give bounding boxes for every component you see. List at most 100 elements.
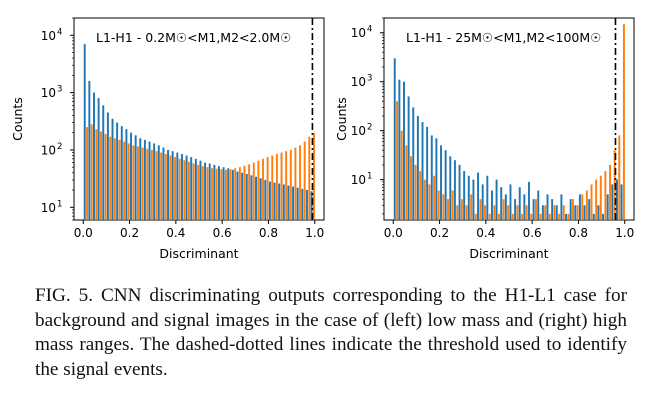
left-bar-background-11 xyxy=(134,135,137,220)
left-bar-background-27 xyxy=(208,163,211,220)
right-bar-background-41 xyxy=(583,205,586,220)
left-bar-signal-26 xyxy=(206,167,209,220)
right-bar-background-27 xyxy=(518,187,521,220)
right-bar-signal-32 xyxy=(544,205,547,220)
right-bar-background-37 xyxy=(565,213,567,220)
left-bar-signal-47 xyxy=(303,141,306,220)
right-bar-signal-15 xyxy=(465,205,468,220)
right-bar-signal-16 xyxy=(470,194,473,220)
right-bar-signal-14 xyxy=(460,199,463,220)
right-x-tick-label-5: 1.0 xyxy=(615,226,634,240)
left-bar-background-17 xyxy=(162,147,165,220)
right-bar-background-23 xyxy=(500,187,503,220)
left-bar-background-24 xyxy=(194,158,197,220)
right-bar-background-13 xyxy=(453,160,456,220)
right-bar-signal-34 xyxy=(553,205,556,220)
left-bar-background-37 xyxy=(255,176,257,220)
left-bar-background-19 xyxy=(171,151,174,220)
left-x-tick-label-1: 0.2 xyxy=(120,226,139,240)
right-bar-background-42 xyxy=(588,199,591,220)
left-bar-signal-7 xyxy=(118,139,121,220)
right-bar-signal-3 xyxy=(409,156,412,220)
left-bar-signal-38 xyxy=(262,158,264,220)
right-bar-background-5 xyxy=(416,115,419,220)
left-panel-title: L1-H1 - 0.2M☉<M1,M2<2.0M☉ xyxy=(96,30,291,45)
left-bar-signal-13 xyxy=(146,148,149,220)
left-bar-background-39 xyxy=(264,179,267,220)
right-bar-signal-10 xyxy=(442,194,445,220)
right-bar-background-25 xyxy=(509,184,512,220)
left-x-axis-label: Discriminant xyxy=(159,246,238,261)
right-bar-background-48 xyxy=(615,179,618,220)
right-x-tick-label-0: 0.0 xyxy=(384,226,403,240)
left-bar-background-49 xyxy=(310,191,313,220)
left-bar-background-10 xyxy=(130,132,132,220)
left-bar-background-9 xyxy=(125,129,128,220)
left-bar-background-26 xyxy=(204,162,207,220)
right-bar-background-7 xyxy=(426,126,429,220)
right-bar-background-32 xyxy=(541,205,544,220)
left-bar-background-43 xyxy=(282,184,285,220)
left-bar-signal-43 xyxy=(285,151,288,220)
left-bar-background-33 xyxy=(236,171,239,220)
right-bar-background-28 xyxy=(523,194,526,220)
right-bar-signal-41 xyxy=(585,190,588,220)
right-bar-background-30 xyxy=(532,199,535,220)
left-bar-background-2 xyxy=(93,92,95,220)
left-bar-background-48 xyxy=(305,190,308,220)
left-bar-signal-36 xyxy=(252,162,255,220)
right-bar-signal-9 xyxy=(437,190,440,220)
left-bar-background-36 xyxy=(250,175,253,220)
left-x-ticks: 0.0 0.2 0.4 0.6 0.8 1.0 xyxy=(74,220,324,240)
left-bar-signal-18 xyxy=(169,155,172,220)
right-y-tick-exponent-2: 3 xyxy=(367,74,372,84)
right-bar-signal-20 xyxy=(488,213,491,220)
left-bar-background-34 xyxy=(241,172,244,220)
right-bar-background-1 xyxy=(398,79,401,221)
left-y-tick-label-1: 10 xyxy=(41,143,56,157)
left-bars xyxy=(83,44,315,221)
left-bar-signal-22 xyxy=(187,161,190,220)
right-bar-background-39 xyxy=(574,205,577,220)
left-bar-background-42 xyxy=(278,183,281,220)
left-bar-signal-16 xyxy=(160,152,163,220)
right-bar-background-46 xyxy=(606,194,609,220)
right-bar-signal-38 xyxy=(572,199,574,220)
left-x-tick-label-3: 0.6 xyxy=(213,226,232,240)
left-y-tick-exponent-2: 3 xyxy=(57,85,62,95)
right-bar-signal-21 xyxy=(493,205,496,220)
left-bar-background-7 xyxy=(116,122,119,220)
right-bar-signal-42 xyxy=(590,184,593,220)
left-bar-signal-48 xyxy=(308,136,311,220)
right-bar-signal-2 xyxy=(405,145,408,220)
right-bar-background-20 xyxy=(486,175,489,220)
left-bar-background-25 xyxy=(199,160,202,220)
right-x-tick-label-2: 0.4 xyxy=(476,226,495,240)
right-bar-signal-31 xyxy=(539,213,542,220)
left-bar-background-40 xyxy=(268,181,271,220)
left-x-tick-label-4: 0.8 xyxy=(259,226,278,240)
left-x-tick-label-2: 0.4 xyxy=(166,226,185,240)
right-bar-background-44 xyxy=(597,205,600,220)
right-bar-signal-19 xyxy=(484,205,487,220)
left-bar-background-8 xyxy=(120,126,123,220)
right-bar-signal-48 xyxy=(618,135,621,220)
left-bar-background-12 xyxy=(139,138,142,220)
right-x-tick-label-3: 0.6 xyxy=(523,226,542,240)
right-bars xyxy=(393,24,625,221)
right-bar-background-24 xyxy=(504,194,507,220)
left-bar-signal-3 xyxy=(99,131,102,220)
left-bar-background-1 xyxy=(88,80,91,221)
left-bar-background-3 xyxy=(97,98,100,220)
left-bar-signal-10 xyxy=(132,145,135,220)
left-y-tick-label-3: 10 xyxy=(41,29,56,43)
right-bar-signal-23 xyxy=(502,199,505,220)
right-bar-signal-1 xyxy=(400,130,403,220)
right-bar-signal-33 xyxy=(548,213,551,220)
right-bar-signal-24 xyxy=(507,205,510,220)
left-bar-signal-21 xyxy=(183,160,186,220)
right-x-tick-label-1: 0.2 xyxy=(430,226,449,240)
left-bar-signal-23 xyxy=(192,163,195,220)
